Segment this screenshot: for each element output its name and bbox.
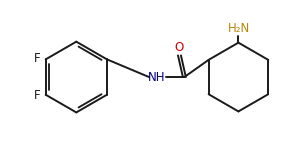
Text: F: F xyxy=(33,52,40,65)
Text: H₂N: H₂N xyxy=(228,22,251,35)
Text: NH: NH xyxy=(148,71,166,83)
Text: O: O xyxy=(175,41,184,54)
Text: F: F xyxy=(33,89,40,102)
